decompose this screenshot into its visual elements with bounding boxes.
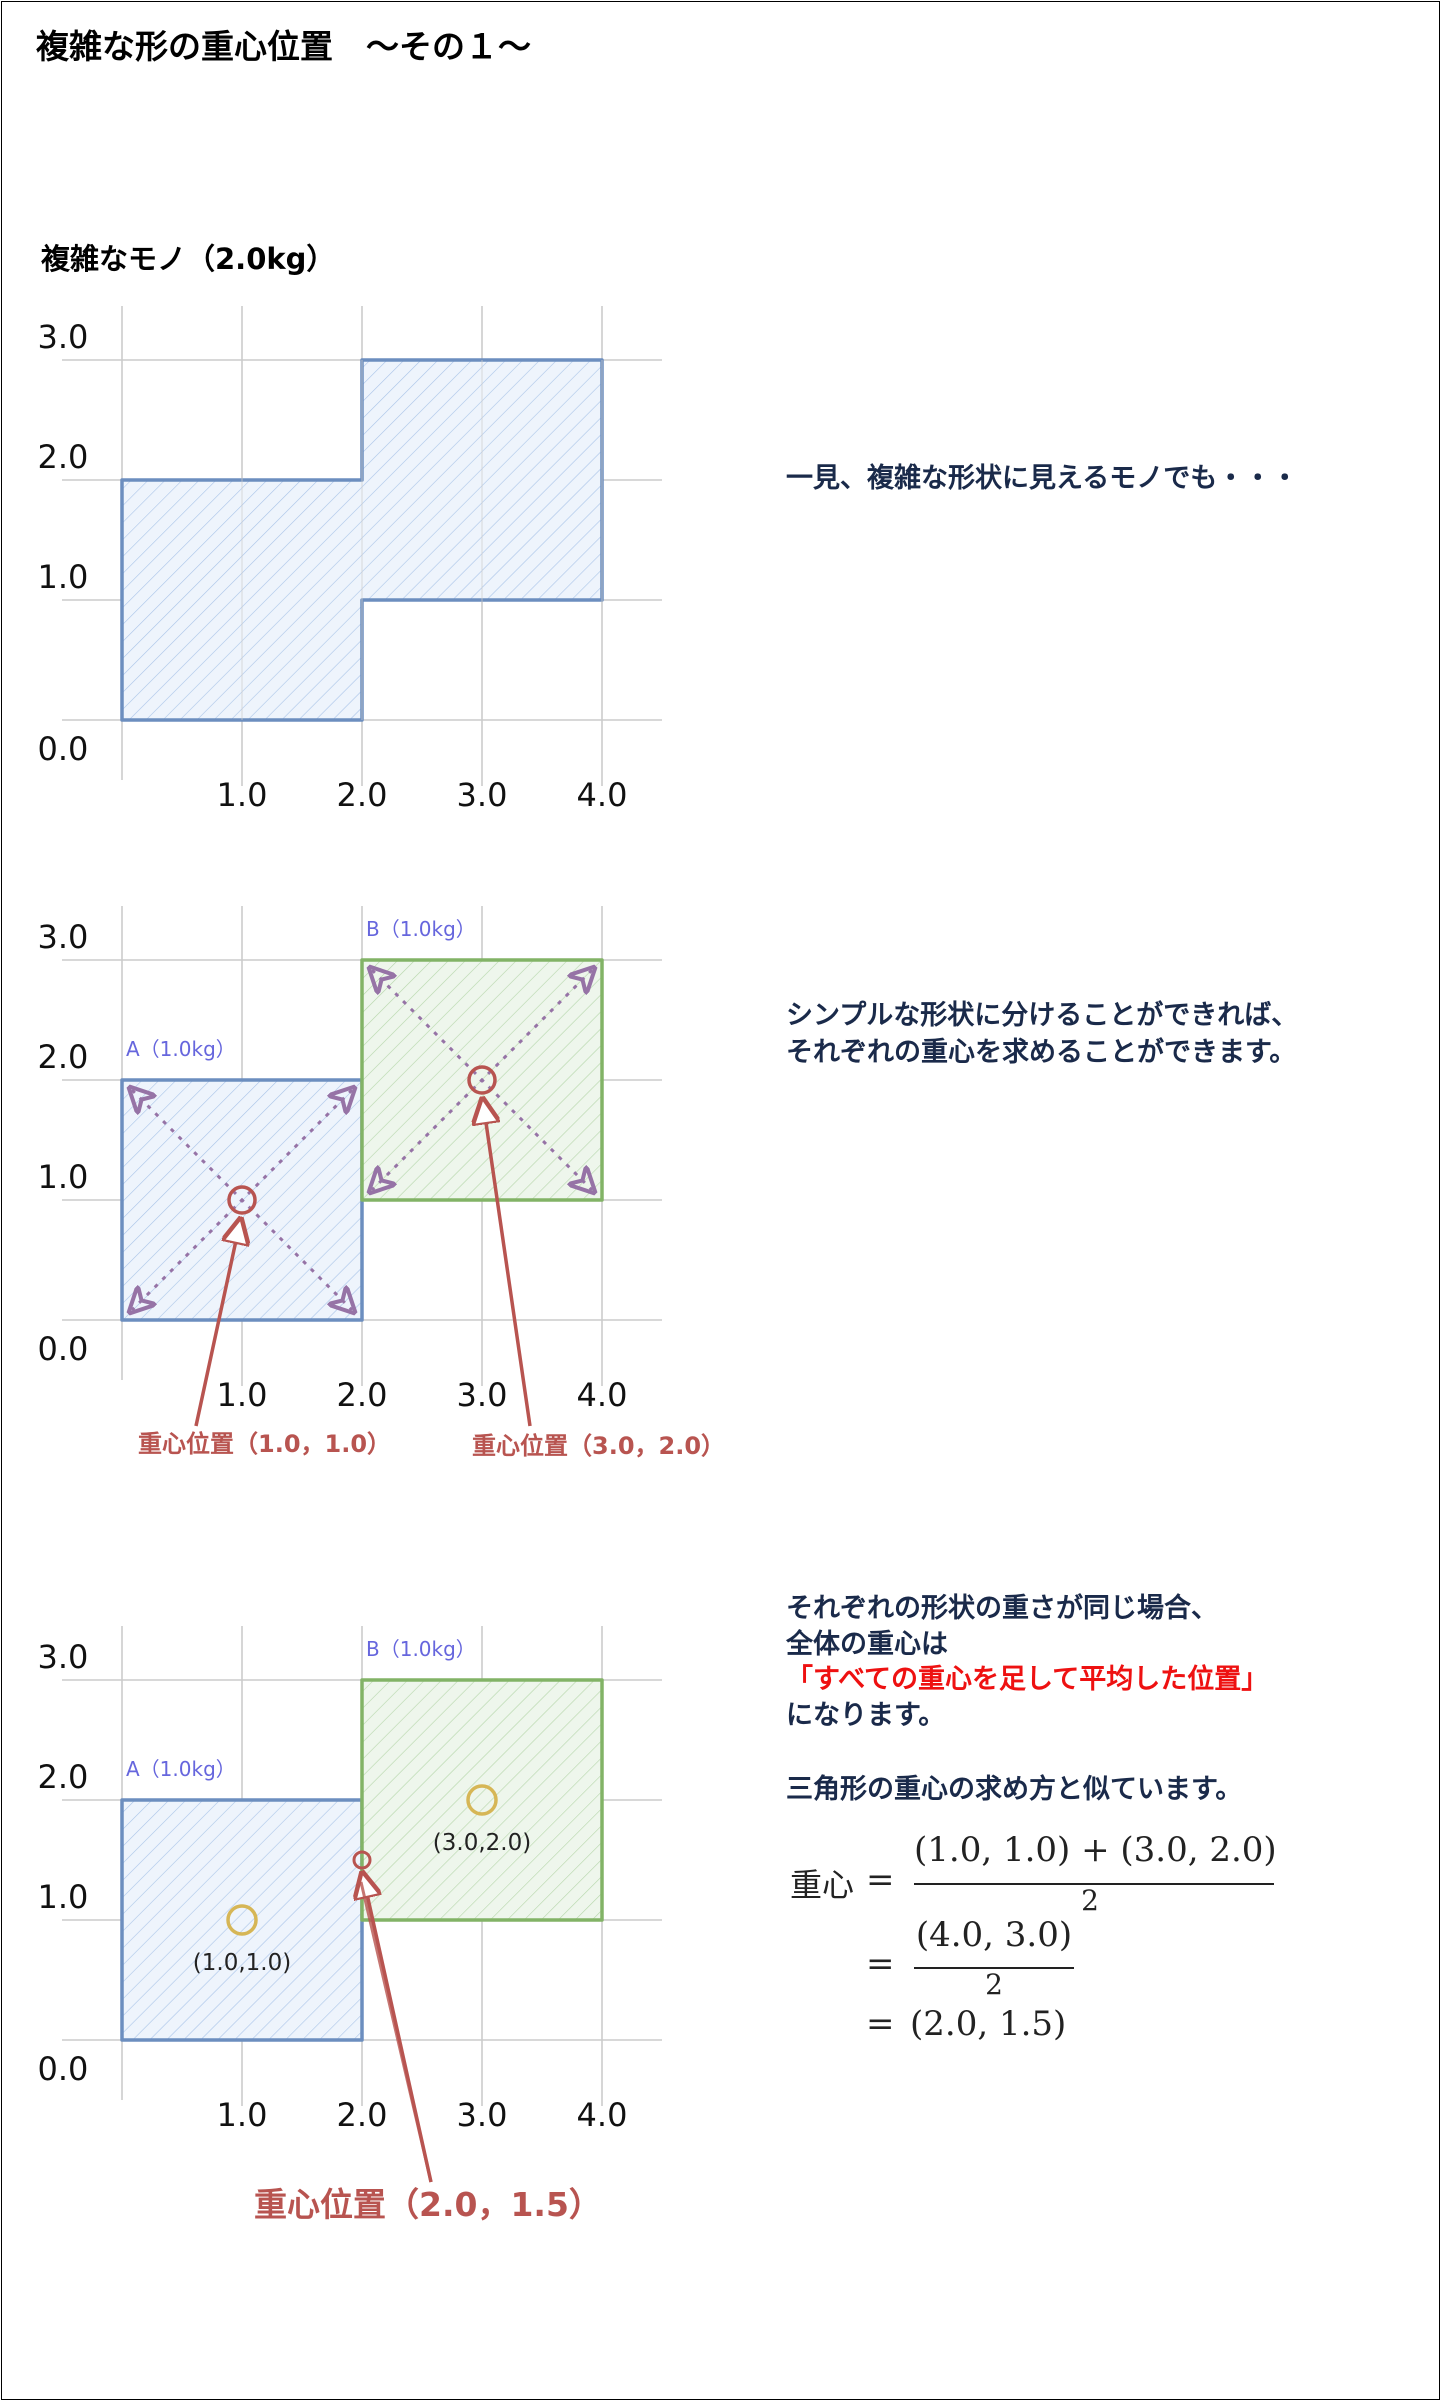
overall-center-label: 重心位置（2.0，1.5） (254, 2185, 602, 2224)
center-a-arrow (194, 1222, 240, 1427)
x-tick-label: 1.0 (217, 776, 268, 814)
equation-numerator-2: (4.0, 3.0) (915, 1915, 1073, 1955)
center-b-marker (467, 1065, 497, 1095)
equation-equals-2: = (866, 1944, 895, 1984)
equation-result: (2.0, 1.5) (910, 2004, 1067, 2044)
equation-denominator-1: 2 (1081, 1884, 1099, 1917)
diagonal-line (372, 970, 592, 1190)
explanation-3-line-1: それぞれの形状の重さが同じ場合、 (786, 1593, 1218, 1624)
y-tick-label: 3.0 (38, 918, 89, 956)
explanation-1: 一見、複雑な形状に見えるモノでも・・・ (786, 463, 1299, 494)
y-tick-label: 1.0 (38, 1878, 89, 1916)
overall-center-arrow-stroke (359, 1881, 433, 2183)
explanation-2-line-2: それぞれの重心を求めることができます。 (786, 1037, 1297, 1068)
x-tick-label: 3.0 (457, 776, 508, 814)
panel-2: 1.0 2.0 3.0 4.0 0.0 1.0 2.0 3.0 A（1.0kg） B（1.0kg）… (38, 906, 725, 1460)
explanation-4: 三角形の重心の求め方と似ています。 (786, 1774, 1243, 1805)
shape-a (120, 1798, 364, 2042)
panel-3: 1.0 2.0 3.0 4.0 0.0 1.0 2.0 3.0 A（1.0kg） B（1.0kg）… (38, 1626, 662, 2224)
y-tick-label: 0.0 (38, 1330, 89, 1368)
x-tick-label: 2.0 (337, 776, 388, 814)
panel-1: 1.0 2.0 3.0 4.0 0.0 1.0 2.0 3.0 (38, 306, 662, 814)
y-tick-label: 0.0 (38, 730, 89, 768)
shape-a-label: A（1.0kg） (126, 1757, 236, 1781)
shape-a-label: A（1.0kg） (126, 1037, 236, 1061)
y-tick-label: 3.0 (38, 318, 89, 356)
center-b-arrow (483, 1102, 532, 1427)
x-tick-label: 2.0 (337, 1376, 388, 1414)
x-tick-label: 4.0 (577, 2096, 628, 2134)
equation-fraction-bar-2 (914, 1967, 1074, 1969)
center-b-label: 重心位置（3.0，2.0） (472, 1432, 725, 1460)
shape-b (360, 1678, 604, 1922)
equation-numerator-1: (1.0, 1.0) + (3.0, 2.0) (914, 1830, 1277, 1870)
center-a-text: (1.0,1.0) (193, 1950, 291, 1976)
x-tick-label: 1.0 (217, 2096, 268, 2134)
explanation-3-line-2: 全体の重心は (786, 1629, 948, 1660)
x-tick-label: 1.0 (217, 1376, 268, 1414)
y-tick-label: 1.0 (38, 1158, 89, 1196)
y-tick-label: 2.0 (38, 438, 89, 476)
equation-fraction-bar-1 (914, 1883, 1274, 1885)
center-a-label: 重心位置（1.0，1.0） (138, 1430, 391, 1458)
y-tick-label: 1.0 (38, 558, 89, 596)
shape-b-label: B（1.0kg） (366, 917, 476, 941)
page-title: 複雑な形の重心位置 ～その１～ (36, 27, 531, 66)
explanation-2-line-1: シンプルな形状に分けることができれば、 (786, 1000, 1299, 1031)
y-tick-label: 2.0 (38, 1038, 89, 1076)
x-tick-label: 2.0 (337, 2096, 388, 2134)
explanation-3-line-4: になります。 (786, 1700, 946, 1731)
center-a-marker (226, 1904, 258, 1936)
equation-equals-3: = (866, 2004, 895, 2044)
explanation-3-highlight: 「すべての重心を足して平均した位置」 (786, 1664, 1269, 1695)
x-tick-label: 3.0 (457, 1376, 508, 1414)
shape-b-label: B（1.0kg） (366, 1637, 476, 1661)
y-tick-label: 3.0 (38, 1638, 89, 1676)
y-tick-label: 0.0 (38, 2050, 89, 2088)
x-tick-label: 4.0 (577, 776, 628, 814)
equation-equals-1: = (866, 1860, 895, 1900)
object-label: 複雑なモノ（2.0kg） (41, 242, 336, 276)
x-tick-label: 4.0 (577, 1376, 628, 1414)
center-a-marker (227, 1185, 257, 1215)
equation-lhs: 重心 (790, 1866, 855, 1904)
center-b-text: (3.0,2.0) (433, 1830, 531, 1856)
x-tick-label: 3.0 (457, 2096, 508, 2134)
equation-denominator-2: 2 (985, 1968, 1003, 2001)
y-tick-label: 2.0 (38, 1758, 89, 1796)
center-b-marker (466, 1784, 498, 1816)
diagonal-line (132, 1090, 352, 1310)
